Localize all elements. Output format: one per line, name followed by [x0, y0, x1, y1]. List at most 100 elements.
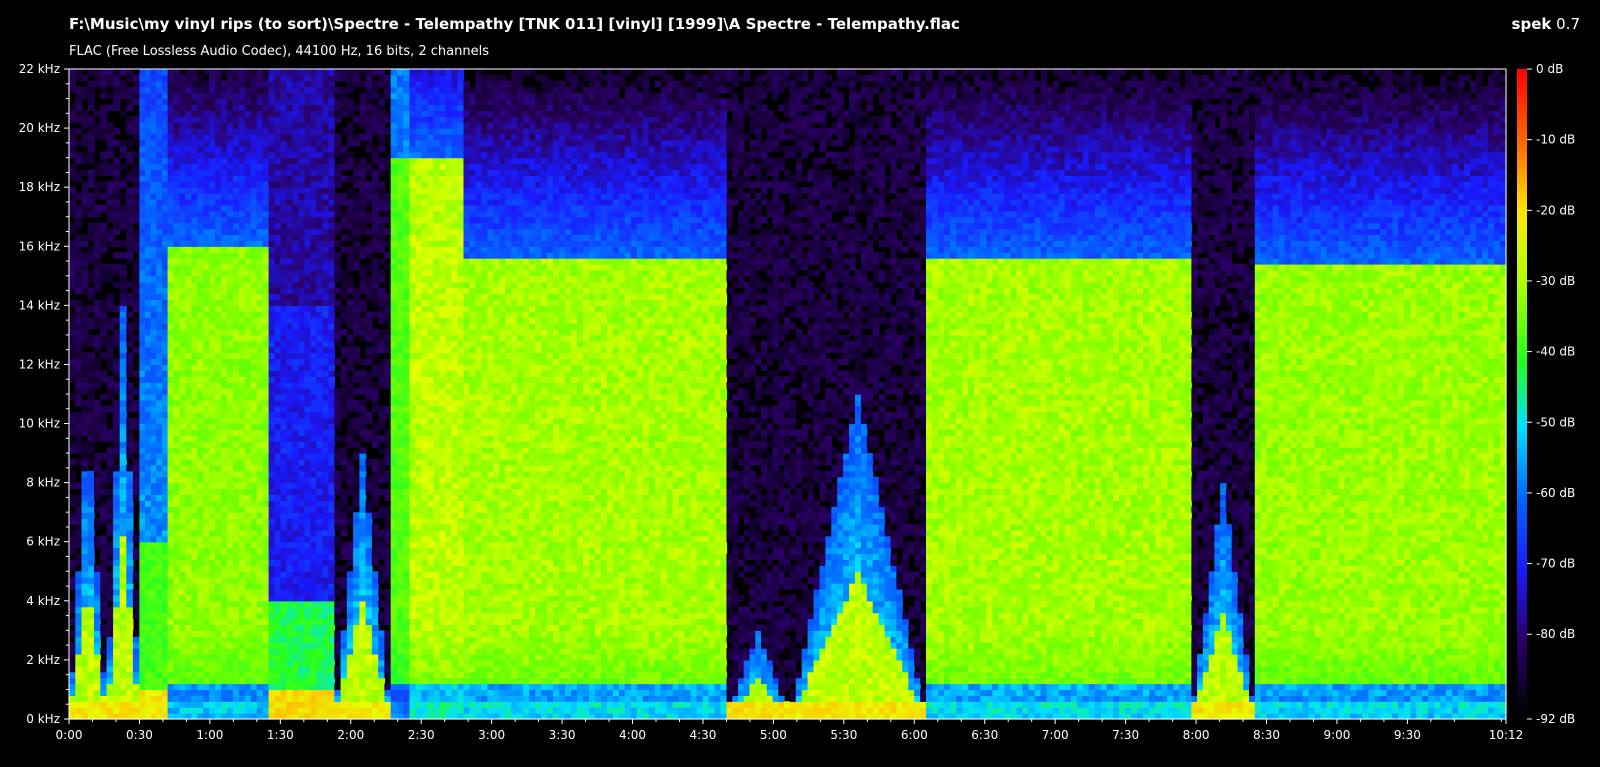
spectrogram-cell [119, 659, 127, 667]
spectrogram-cell [106, 701, 114, 708]
spectrogram-cell [139, 417, 146, 425]
spectrogram-cell [94, 435, 101, 442]
spectrogram-cell [298, 163, 306, 170]
spectrogram-cell [232, 447, 240, 454]
spectrogram-cell [132, 665, 141, 673]
spectrogram-cell [298, 553, 306, 560]
spectrogram-cell [100, 69, 108, 76]
spectrogram-cell [334, 222, 342, 230]
spectrogram-cell [87, 151, 95, 159]
spectrogram-cell [328, 134, 335, 141]
spectrogram-cell [346, 583, 354, 590]
spectrogram-cell [173, 69, 181, 76]
spectrogram-cell [87, 429, 95, 436]
spectrogram-cell [334, 269, 342, 277]
spectrogram-cell [185, 453, 192, 460]
spectrogram-cell [304, 524, 311, 531]
spectrogram-cell [256, 500, 264, 507]
spectrogram-cell [145, 334, 152, 342]
spectrogram-cell [322, 553, 329, 560]
spectrogram-cell [310, 713, 317, 720]
spectrogram-cell [256, 329, 264, 336]
spectrogram-cell [280, 417, 288, 425]
spectrogram-cell [316, 547, 323, 555]
spectrogram-cell [69, 134, 76, 141]
spectrogram-cell [322, 589, 329, 596]
spectrogram-cell [292, 464, 300, 472]
spectrogram-cell [232, 612, 240, 620]
spectrogram-cell [316, 677, 323, 685]
spectrogram-cell [191, 541, 198, 549]
spectrogram-cell [209, 571, 216, 578]
spectrogram-cell [292, 405, 300, 413]
spectrogram-cell [132, 441, 141, 448]
spectrogram-cell [145, 459, 152, 466]
spectrogram-cell [250, 139, 258, 147]
spectrogram-cell [94, 264, 101, 271]
spectrogram-cell [304, 352, 311, 360]
spectrogram-cell [69, 618, 76, 625]
spectrogram-cell [185, 169, 192, 176]
spectrogram-cell [113, 305, 121, 312]
spectrogram-cell [119, 311, 127, 318]
spectrogram-cell [227, 234, 234, 241]
spectrogram-cell [139, 559, 146, 566]
spectrogram-cell [197, 252, 204, 259]
spectrogram-cell [167, 547, 175, 555]
spectrogram-cell [227, 707, 234, 714]
spectrogram-cell [286, 405, 294, 413]
spectrogram-cell [94, 577, 101, 584]
spectrogram-cell [298, 258, 306, 265]
spectrogram-cell [150, 482, 157, 490]
spectrogram-cell [274, 683, 282, 690]
spectrogram-cell [113, 482, 121, 490]
spectrogram-cell [250, 151, 258, 159]
spectrogram-cell [215, 216, 222, 224]
spectrogram-cell [75, 311, 83, 318]
spectrogram-cell [268, 228, 276, 235]
spectrogram-cell [203, 630, 210, 637]
spectrogram-cell [221, 411, 228, 419]
spectrogram-cell [286, 659, 294, 667]
spectrogram-cell [286, 630, 294, 637]
spectrogram-cell [94, 417, 101, 425]
spectrogram-cell [340, 713, 348, 720]
spectrogram-cell [167, 405, 175, 413]
spectrogram-cell [227, 459, 234, 466]
spectrogram-cell [173, 512, 181, 519]
spectrogram-cell [238, 352, 246, 360]
spectrogram-cell [292, 193, 300, 200]
spectrogram-cell [316, 323, 323, 330]
spectrogram-cell [262, 340, 270, 348]
spectrogram-cell [221, 323, 228, 330]
spectrogram-cell [304, 689, 311, 696]
spectrogram-cell [215, 222, 222, 230]
spectrogram-cell [221, 441, 228, 448]
spectrogram-cell [322, 264, 329, 271]
spectrogram-cell [75, 506, 83, 513]
spectrogram-cell [203, 565, 210, 572]
spectrogram-cell [106, 305, 114, 312]
spectrogram-cell [179, 648, 186, 655]
spectrogram-cell [150, 376, 157, 383]
spectrogram-cell [179, 464, 186, 472]
spectrogram-cell [156, 370, 163, 377]
spectrogram-cell [197, 234, 204, 241]
spectrogram-cell [156, 441, 163, 448]
spectrogram-cell [126, 358, 134, 365]
spectrogram-cell [185, 334, 192, 342]
spectrogram-cell [106, 134, 114, 141]
spectrogram-cell [328, 701, 335, 708]
spectrogram-cell [292, 240, 300, 247]
spectrogram-cell [280, 128, 288, 135]
spectrogram-cell [238, 447, 246, 454]
spectrogram-cell [328, 299, 335, 306]
spectrogram-cell [244, 145, 252, 153]
spectrogram-cell [167, 600, 175, 608]
spectrogram-cell [75, 352, 83, 360]
spectrogram-cell [132, 370, 141, 377]
spectrogram-cell [274, 388, 282, 395]
spectrogram-cell [340, 453, 348, 460]
spectrogram-cell [227, 547, 234, 555]
spectrogram-cell [334, 139, 342, 147]
